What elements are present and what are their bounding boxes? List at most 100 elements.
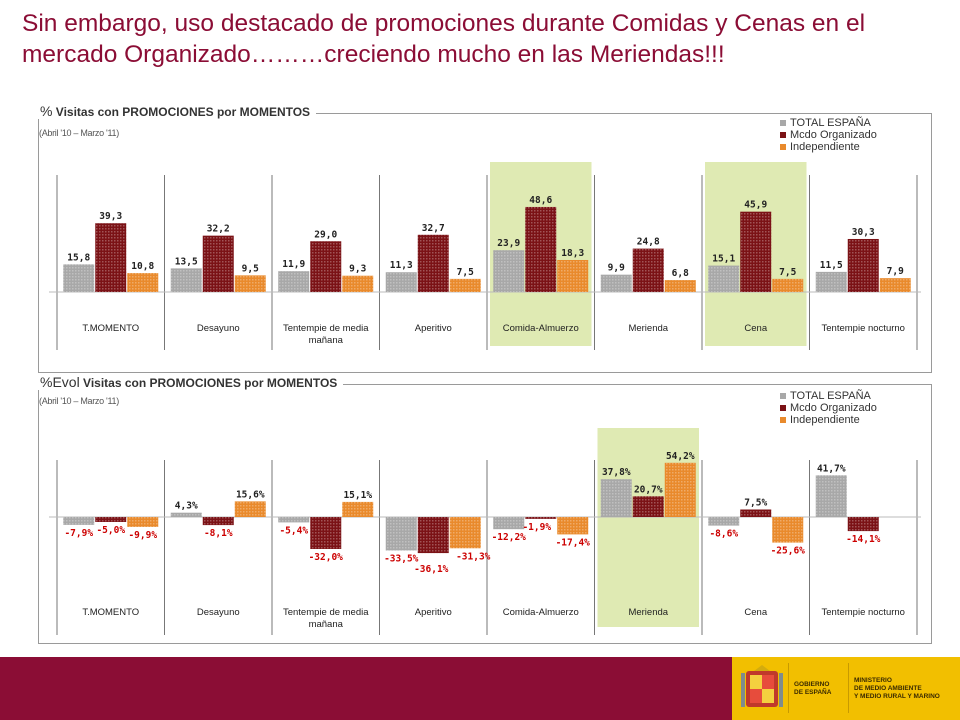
data-label-independiente-6: -25,6% (771, 546, 806, 557)
data-label-organizado-6: 7,5% (744, 498, 767, 509)
logo-ministerio: MINISTERIO DE MEDIO AMBIENTE Y MEDIO RURAL… (854, 677, 940, 701)
bar-total-5 (600, 479, 632, 517)
bar-independiente-1 (234, 501, 266, 517)
bar-independiente-0 (127, 517, 159, 527)
data-label-independiente-0: -9,9% (128, 530, 157, 541)
data-label-total-2: 11,9 (282, 259, 305, 270)
bar-organizado-0 (95, 517, 127, 522)
bar-total-6 (708, 517, 740, 526)
chart-panel-evolucion: -7,9% -5,0% -9,9% T.MOMENTO 4,3% -8,1% 15,6% De… (38, 384, 932, 644)
data-label-independiente-1: 15,6% (236, 489, 265, 500)
legend-label-total: TOTAL ESPAÑA (790, 117, 871, 129)
bar-total-2 (278, 517, 310, 523)
category-label-2: mañana (309, 619, 344, 630)
bar-organizado-1 (202, 517, 234, 526)
logo-text-line: DE MEDIO AMBIENTE (854, 685, 922, 692)
legend-item-organizado: Mcdo Organizado (780, 129, 877, 141)
legend-item-total: TOTAL ESPAÑA (780, 390, 877, 402)
category-label-3: Aperitivo (415, 323, 452, 334)
logo-gobierno: GOBIERNO DE ESPAÑA (794, 681, 831, 697)
bar-independiente-2 (342, 275, 374, 292)
data-label-organizado-7: -14,1% (846, 534, 881, 545)
legend-evolucion: TOTAL ESPAÑA Mcdo Organizado Independien… (780, 390, 877, 426)
legend-visitas: TOTAL ESPAÑA Mcdo Organizado Independien… (780, 117, 877, 153)
data-label-organizado-0: 39,3 (99, 211, 122, 222)
category-label-0: T.MOMENTO (82, 607, 139, 618)
category-label-6: Cena (744, 323, 767, 334)
legend-item-independiente: Independiente (780, 414, 877, 426)
bar-total-4 (493, 517, 525, 530)
data-label-independiente-3: -31,3% (456, 551, 491, 562)
bar-organizado-7 (847, 517, 879, 532)
bar-independiente-5 (664, 280, 696, 292)
highlight-5 (597, 428, 699, 627)
category-label-1: Desayuno (197, 607, 240, 618)
bar-total-0 (63, 517, 95, 525)
bar-organizado-4 (525, 206, 557, 292)
bar-total-3 (385, 272, 417, 292)
chart-subtitle-evolucion: (Abril '10 – Marzo '11) (39, 396, 119, 406)
category-label-2: Tentempie de media (283, 607, 369, 618)
data-label-total-3: 11,3 (390, 260, 413, 271)
data-label-independiente-3: 7,5 (457, 267, 474, 278)
data-label-total-1: 13,5 (175, 256, 198, 267)
bar-organizado-0 (95, 223, 127, 292)
data-label-independiente-2: 9,3 (349, 264, 366, 275)
logo-separator (848, 663, 849, 713)
data-label-total-2: -5,4% (279, 525, 308, 536)
category-label-5: Merienda (628, 323, 668, 334)
data-label-independiente-4: -17,4% (556, 537, 591, 548)
legend-label-organizado: Mcdo Organizado (790, 129, 877, 141)
data-label-independiente-6: 7,5 (779, 267, 796, 278)
data-label-independiente-7: 7,9 (887, 266, 904, 277)
data-label-organizado-2: -32,0% (309, 552, 344, 563)
category-label-4: Comida-Almuerzo (503, 323, 579, 334)
legend-item-independiente: Independiente (780, 141, 877, 153)
category-label-6: Cena (744, 607, 767, 618)
chart-title-visitas: % Visitas con PROMOCIONES por MOMENTOS (38, 104, 317, 119)
chart-title-text: Visitas con PROMOCIONES por MOMENTOS (83, 376, 338, 390)
legend-label-total: TOTAL ESPAÑA (790, 390, 871, 402)
bar-total-6 (708, 265, 740, 292)
bar-organizado-6 (740, 211, 772, 292)
legend-item-total: TOTAL ESPAÑA (780, 117, 877, 129)
bar-independiente-6 (772, 517, 804, 543)
category-label-3: Aperitivo (415, 607, 452, 618)
data-label-organizado-1: 32,2 (207, 224, 230, 235)
data-label-total-6: -8,6% (709, 529, 738, 540)
bar-organizado-7 (847, 238, 879, 292)
legend-label-independiente: Independiente (790, 414, 860, 426)
chart-title-prefix: %Evol (40, 374, 80, 390)
bar-total-4 (493, 250, 525, 292)
category-label-4: Comida-Almuerzo (503, 607, 579, 618)
data-label-organizado-2: 29,0 (314, 229, 337, 240)
data-label-organizado-1: -8,1% (204, 528, 233, 539)
data-label-organizado-7: 30,3 (852, 227, 875, 238)
logo-text-line: DE ESPAÑA (794, 689, 832, 696)
category-label-7: Tentempie nocturno (822, 323, 905, 334)
chart-subtitle-visitas: (Abril '10 – Marzo '11) (39, 128, 119, 138)
bar-independiente-7 (879, 278, 911, 292)
data-label-total-3: -33,5% (384, 554, 419, 565)
chart-title-text: Visitas con PROMOCIONES por MOMENTOS (55, 105, 311, 119)
bar-total-5 (600, 274, 632, 292)
bar-organizado-4 (525, 517, 557, 519)
bar-organizado-6 (740, 509, 772, 517)
category-label-1: Desayuno (197, 323, 240, 334)
data-label-total-7: 11,5 (820, 260, 843, 271)
coat-of-arms-icon (741, 665, 783, 707)
chart-visitas-promociones: 15,8 39,3 10,8 T.MOMENTO 13,5 32,2 9,5 Desayuno… (49, 162, 921, 350)
bar-organizado-2 (310, 241, 342, 292)
data-label-total-1: 4,3% (175, 501, 198, 512)
bar-independiente-3 (449, 278, 481, 292)
logo-text-line: GOBIERNO (794, 681, 830, 688)
bar-independiente-4 (557, 517, 589, 535)
data-label-total-0: -7,9% (64, 528, 93, 539)
legend-swatch-organizado (780, 132, 786, 138)
data-label-organizado-3: -36,1% (414, 564, 449, 575)
data-label-independiente-1: 9,5 (242, 263, 259, 274)
bar-organizado-3 (417, 517, 449, 554)
bar-total-1 (170, 268, 202, 292)
legend-swatch-organizado (780, 405, 786, 411)
legend-swatch-independiente (780, 144, 786, 150)
